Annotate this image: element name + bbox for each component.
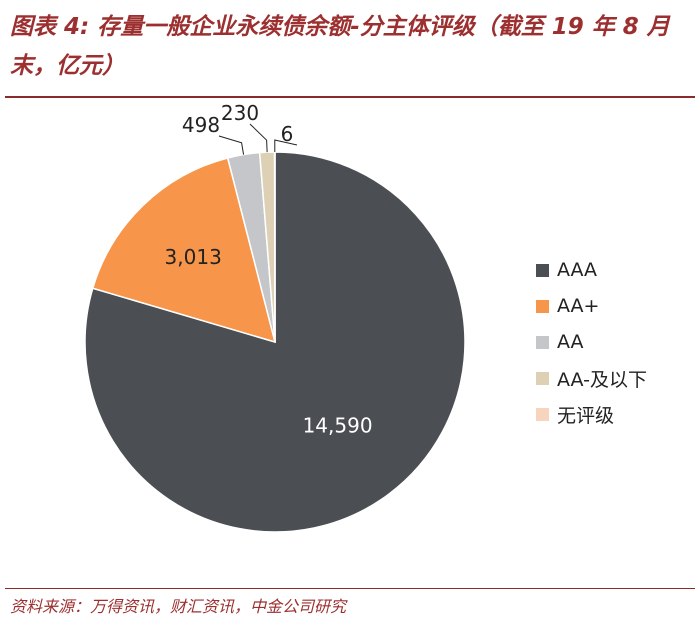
legend-item-2: AA — [536, 324, 647, 360]
legend-swatch — [536, 371, 549, 385]
legend-item-1: AA+ — [536, 288, 647, 324]
pie-slices — [84, 151, 466, 533]
legend-item-0: AAA — [536, 252, 647, 288]
data-label-2: 498 — [182, 113, 220, 137]
legend-label: 无评级 — [557, 404, 615, 427]
legend: AAA AA+ AA AA-及以下 无评级 — [536, 252, 647, 432]
pie-chart: 14,590 3,013 498 230 6 — [84, 101, 466, 533]
chart-title: 图表 4: 存量一般企业永续债余额-分主体评级（截至 19 年 8 月末，亿元） — [10, 14, 670, 79]
legend-label: AAA — [557, 259, 598, 281]
legend-item-4: 无评级 — [536, 396, 647, 432]
legend-label: AA — [557, 331, 584, 353]
legend-swatch — [536, 299, 549, 313]
label-leader-lines — [218, 123, 298, 155]
title-divider — [5, 96, 695, 98]
legend-item-3: AA-及以下 — [536, 360, 647, 396]
leader-line-2 — [218, 135, 245, 155]
legend-swatch — [536, 407, 549, 421]
data-label-1: 3,013 — [165, 245, 222, 269]
data-label-0: 14,590 — [303, 414, 373, 438]
data-label-3: 230 — [221, 101, 259, 125]
legend-label: AA+ — [557, 295, 600, 317]
legend-swatch — [536, 335, 549, 349]
legend-label: AA-及以下 — [557, 368, 647, 391]
legend-swatch — [536, 263, 549, 277]
source-note: 资料来源：万得资讯，财汇资讯，中金公司研究 — [10, 597, 347, 616]
leader-line-3 — [249, 123, 268, 153]
data-label-4: 6 — [281, 122, 294, 146]
source-divider — [5, 588, 695, 589]
leader-line-4 — [274, 139, 298, 153]
data-labels: 14,590 3,013 498 230 6 — [165, 101, 373, 438]
pie-slice-1 — [91, 157, 277, 344]
